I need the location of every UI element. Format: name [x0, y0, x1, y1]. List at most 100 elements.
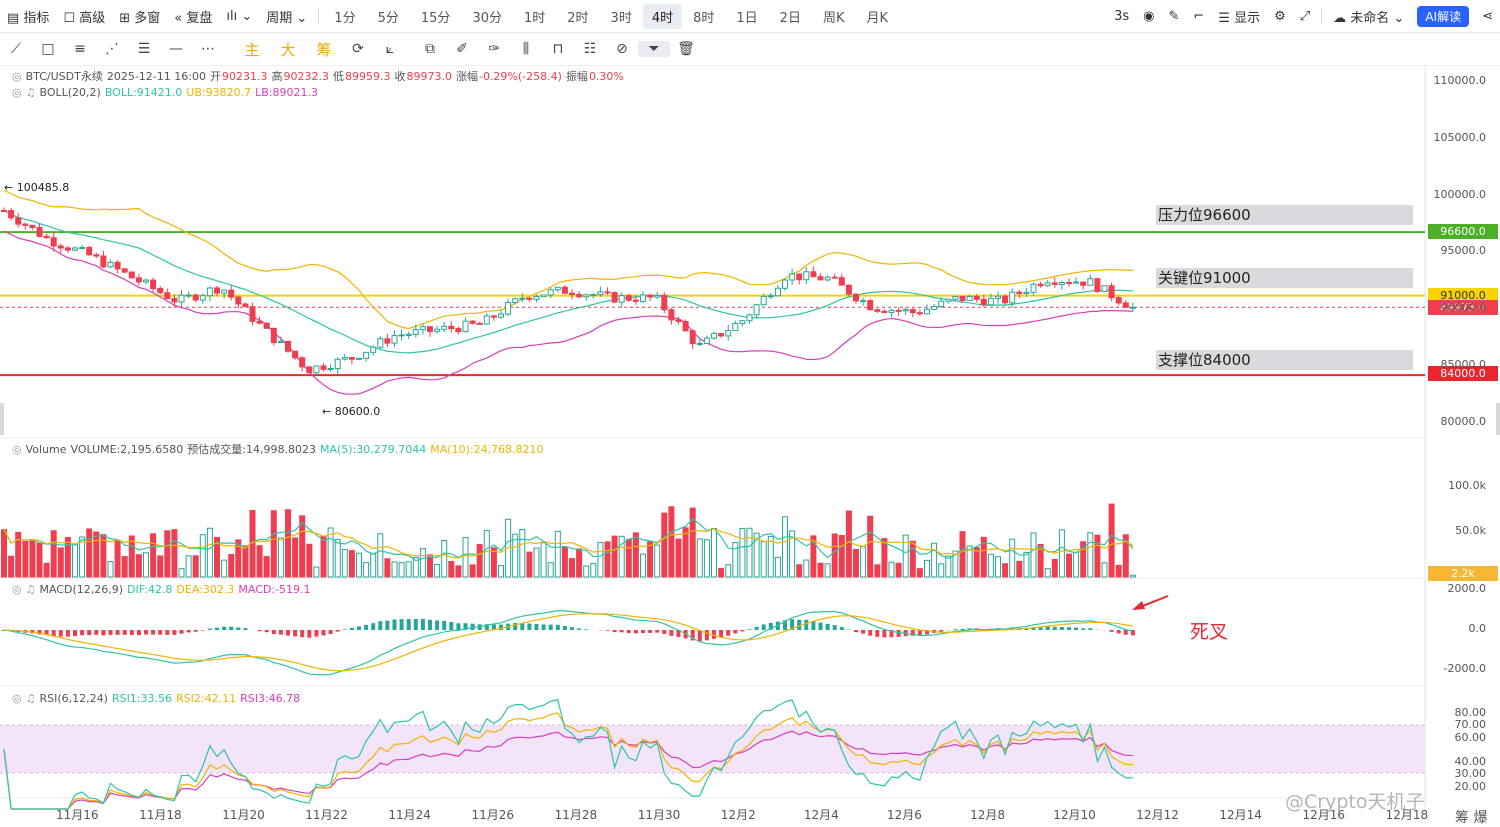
volume-bar-150 [1066, 553, 1072, 578]
layout-name-button[interactable]: ☁ 未命名 ⌄ [1333, 10, 1405, 26]
volume-ma5-line [3, 518, 1134, 562]
bell-icon[interactable]: ♫ [25, 583, 36, 596]
timeframe-7[interactable]: 4时 [642, 3, 683, 29]
main-indicator-button[interactable]: 主 [244, 40, 260, 59]
key-level-note[interactable]: 关键位91000 [1156, 268, 1413, 288]
candle-body-110 [782, 279, 788, 289]
sync-icon[interactable]: ⟳ [352, 41, 364, 57]
candle-body-116 [824, 276, 831, 281]
indicator-button[interactable]: ▤ 指标 [7, 10, 50, 26]
volume-bar-158 [1122, 534, 1129, 578]
horizontal-lines-icon[interactable]: ☰ [137, 41, 151, 57]
volume-bar-34 [242, 545, 249, 578]
replay-button[interactable]: « 复盘 [174, 10, 213, 26]
candle-body-36 [256, 320, 263, 324]
candle-body-143 [1016, 291, 1023, 294]
volume-bar-28 [199, 534, 206, 578]
candle-body-89 [632, 299, 639, 302]
trash-icon[interactable]: 🗑 [677, 41, 695, 57]
expand-icon[interactable]: ⤢ [1299, 8, 1311, 24]
volume-legend: ◎ Volume VOLUME:2,195.6580 预估成交量:14,998.802… [12, 441, 548, 457]
amplitude-label: 振幅 [565, 70, 588, 83]
timeframe-8[interactable]: 8时 [693, 10, 715, 26]
timeframe-5[interactable]: 2时 [567, 10, 589, 26]
left-scroll-handle[interactable] [0, 403, 4, 435]
more-tools-icon[interactable]: ⋯ [201, 41, 215, 57]
resistance-note[interactable]: 压力位96600 [1156, 205, 1413, 225]
bell-icon[interactable]: ♫ [25, 86, 36, 99]
rectangle-tool-icon[interactable]: □ [41, 41, 55, 57]
volume-bar-10 [72, 544, 78, 578]
timeframe-1[interactable]: 5分 [377, 10, 399, 26]
candle-body-49 [348, 357, 355, 360]
macd-histogram-10 [73, 630, 77, 637]
highlighter-icon[interactable]: ✑ [488, 41, 500, 57]
ai-analysis-button[interactable]: AI解读 [1417, 5, 1470, 27]
brush-icon[interactable]: ✐ [456, 41, 468, 57]
volume-bar-117 [831, 533, 838, 578]
measure-icon[interactable]: ⟀ [385, 41, 395, 57]
timeframe-9[interactable]: 1日 [736, 10, 758, 26]
volume-bar-27 [192, 555, 199, 578]
timeframe-11[interactable]: 周K [822, 10, 845, 26]
timeframe-0[interactable]: 1分 [334, 10, 356, 26]
macd-histogram-12 [87, 630, 92, 636]
timeframe-4[interactable]: 1时 [523, 10, 546, 26]
note-icon[interactable]: ☷ [583, 41, 597, 57]
candle-body-65 [462, 320, 469, 333]
timeframe-12[interactable]: 月K [866, 10, 889, 26]
chart-type-button[interactable]: ılı ⌄ [226, 8, 253, 24]
large-order-button[interactable]: 大 [280, 40, 296, 59]
volume-bar-19 [135, 554, 142, 578]
pencil-icon[interactable]: ✎ [1168, 8, 1180, 24]
period-button[interactable]: 周期 ⌄ [266, 10, 308, 26]
bell-icon[interactable]: ♫ [25, 692, 36, 705]
magnet-icon[interactable]: ⊘ [616, 41, 628, 57]
eye-icon[interactable]: ◎ [12, 70, 22, 83]
volume-bar-12 [86, 528, 93, 578]
volume-bar-22 [157, 555, 164, 578]
eye-icon[interactable]: ◎ [12, 583, 22, 596]
display-button[interactable]: ☰ 显示 [1218, 10, 1261, 26]
candle-body-58 [412, 329, 419, 335]
candle-body-80 [569, 292, 575, 295]
horizontal-line-icon[interactable]: — [169, 41, 183, 57]
chip-distribution-button[interactable]: 筹 [316, 40, 332, 59]
support-note[interactable]: 支撑位84000 [1156, 350, 1413, 370]
x-tick-9: 12月4 [803, 808, 839, 822]
eye-icon[interactable]: ◎ [12, 692, 22, 705]
right-scroll-handle[interactable] [1496, 403, 1500, 435]
parallel-lines-icon[interactable]: ≡ [74, 41, 86, 57]
filter-icon[interactable]: ⏷ [638, 41, 670, 57]
volume-bar-64 [455, 565, 462, 578]
macd-histogram-32 [229, 626, 234, 630]
advanced-label: 高级 [79, 10, 106, 26]
timeframe-3[interactable]: 30分 [472, 10, 502, 26]
camera-icon[interactable]: ◉ [1143, 8, 1155, 24]
eye-icon[interactable]: ◎ [12, 443, 22, 456]
candle-body-118 [838, 277, 845, 286]
lock-icon[interactable]: ⊓ [552, 41, 564, 57]
chart-canvas[interactable] [0, 65, 1500, 827]
share-icon[interactable]: ⋖ [1482, 8, 1493, 24]
settings-icon[interactable]: ⚙ [1274, 8, 1286, 24]
copy-icon[interactable]: ⧉ [425, 41, 435, 57]
candle-body-12 [86, 247, 93, 256]
timeframe-6[interactable]: 3时 [610, 10, 632, 26]
fib-tool-icon[interactable]: ⋰ [105, 41, 119, 57]
advanced-button[interactable]: ☐ 高级 [63, 10, 106, 26]
refresh-interval[interactable]: 3s [1114, 8, 1130, 24]
bars-pattern-icon[interactable]: ⫼ [522, 41, 530, 57]
candle-body-124 [881, 310, 888, 314]
boll-upper-band [3, 189, 1133, 330]
macd-histogram-36 [257, 630, 262, 632]
eye-icon[interactable]: ◎ [12, 86, 22, 99]
multiwindow-button[interactable]: ⊞ 多窗 [119, 10, 161, 26]
candle-body-147 [1044, 282, 1051, 287]
line-tool-icon[interactable]: ⟋ [11, 41, 21, 57]
death-cross-note[interactable]: 死叉 [1190, 621, 1229, 643]
volume-bar-113 [803, 559, 810, 578]
fullscreen-edge-icon[interactable]: ⌐ [1193, 8, 1205, 24]
timeframe-10[interactable]: 2日 [779, 10, 801, 26]
timeframe-2[interactable]: 15分 [420, 10, 451, 26]
